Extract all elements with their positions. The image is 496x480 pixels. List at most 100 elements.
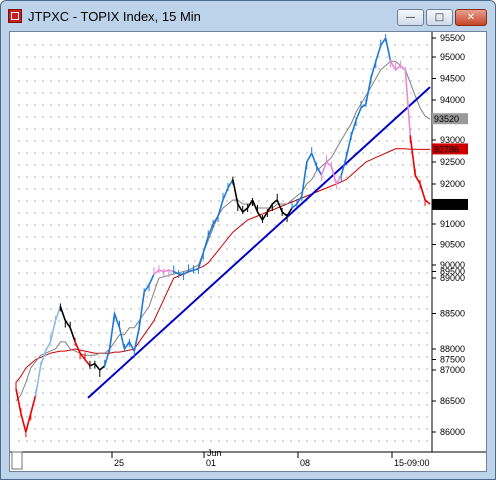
close-button[interactable]: ✕ [455, 9, 487, 26]
price-segment [168, 269, 174, 273]
price-chart[interactable]: 95500 95000 94500 94000 93000 92500 92000 91000… [10, 32, 486, 471]
price-tick-label: 93000 [440, 135, 465, 145]
price-segment [242, 207, 249, 213]
price-segment [360, 103, 367, 109]
price-tick-label: 90500 [440, 240, 465, 250]
price-tick-label: 95500 [440, 33, 465, 43]
price-segment [291, 203, 298, 209]
price-segment [266, 203, 273, 213]
time-tick-label: 08 [300, 458, 310, 468]
price-segment [197, 252, 205, 270]
price-segment [315, 166, 323, 176]
price-tick-label: 90000 [440, 260, 465, 270]
month-label: Jun [207, 448, 222, 458]
price-segment [399, 64, 406, 71]
price-segment [296, 195, 303, 205]
price-segment [237, 203, 244, 213]
price-segment [207, 223, 214, 237]
price-tick-label: 88500 [440, 309, 465, 319]
price-tick-label: 91000 [440, 219, 465, 229]
price-tick-label: 89500 [440, 267, 465, 277]
price-tick-label: 86500 [440, 396, 465, 406]
price-segment [108, 313, 116, 350]
price-tick-label: 94500 [440, 74, 465, 84]
ma-long-line [15, 148, 430, 383]
price-segment [113, 313, 121, 328]
chart-area[interactable]: 95500 95000 94500 94000 93000 92500 92000 91000… [9, 31, 487, 472]
title-bar[interactable]: JTPXC - TOPIX Index, 15 Min — □ ✕ [1, 1, 495, 31]
price-segment [330, 166, 338, 185]
time-tick-label: 01 [206, 458, 216, 468]
price-segment [325, 161, 332, 167]
time-tick-label: 15-09:00 [394, 458, 430, 468]
time-tick-label: 25 [114, 458, 124, 468]
price-tag-box [432, 198, 468, 210]
price-segment [74, 341, 81, 354]
price-segment [173, 270, 180, 275]
price-segment [143, 284, 150, 293]
price-segment [232, 179, 239, 205]
price-tick-label: 88000 [440, 344, 465, 354]
price-segment [227, 179, 234, 189]
price-segment [183, 270, 189, 275]
price-segment [222, 187, 229, 201]
price-segment [188, 269, 194, 273]
price-segment [158, 269, 165, 273]
maximize-button[interactable]: □ [426, 9, 453, 26]
price-segment [39, 350, 47, 367]
scroll-handle[interactable] [11, 451, 23, 470]
price-tag-label: 91476 [434, 200, 459, 210]
price-segment [44, 341, 52, 352]
price-segment [25, 413, 32, 433]
price-segment [281, 211, 288, 217]
price-segment [20, 413, 27, 433]
price-segment [118, 327, 126, 350]
trendline [87, 86, 431, 399]
price-segment [103, 348, 111, 367]
price-tag-label: 92786 [434, 144, 459, 154]
price-segment [370, 61, 377, 79]
price-tick-label: 95000 [440, 52, 465, 62]
price-segment [409, 135, 417, 176]
price-segment [375, 45, 382, 62]
price-segment [286, 207, 293, 217]
price-segment [365, 78, 372, 105]
price-segment [217, 199, 224, 217]
price-segment [419, 183, 426, 201]
price-segment [84, 359, 91, 367]
price-segment [355, 107, 362, 121]
price-tag-label: 93520 [434, 114, 459, 124]
price-segment [193, 268, 199, 271]
price-segment [15, 388, 22, 414]
price-segment [79, 352, 86, 360]
series-layer [15, 34, 431, 437]
price-segment [128, 341, 135, 352]
price-segment [380, 37, 387, 47]
price-segment [94, 363, 101, 371]
time-axis: 25 01 08 15-09:00 Jun [111, 448, 430, 468]
price-tick-label: 87000 [440, 365, 465, 375]
price-segment [251, 199, 259, 213]
price-tick-label: 89000 [440, 273, 465, 283]
price-tag-box [432, 143, 468, 155]
window-title: JTPXC - TOPIX Index, 15 Min [28, 9, 201, 24]
price-tags: 93520 92786 91476 [432, 113, 468, 210]
app-icon [8, 9, 22, 23]
price-segment [123, 341, 131, 350]
price-segment [350, 119, 357, 137]
price-segment [261, 211, 269, 221]
price-tick-label: 92000 [440, 179, 465, 189]
price-segment [49, 320, 57, 343]
minimize-button[interactable]: — [397, 9, 424, 26]
price-segment [310, 152, 318, 167]
price-segment [306, 152, 313, 163]
price-segment [389, 60, 397, 71]
price-segment [148, 273, 155, 286]
price-segment [256, 211, 264, 221]
price-segment [99, 365, 106, 371]
price-segment [320, 161, 328, 176]
price-segment [414, 174, 421, 185]
price-segment [404, 69, 412, 137]
price-segment [271, 199, 278, 205]
